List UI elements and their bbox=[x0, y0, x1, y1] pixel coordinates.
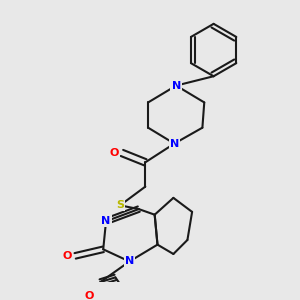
Text: N: N bbox=[125, 256, 134, 266]
Text: O: O bbox=[62, 251, 71, 261]
Text: N: N bbox=[170, 139, 179, 148]
Text: S: S bbox=[116, 200, 124, 210]
Text: N: N bbox=[101, 216, 111, 226]
Text: N: N bbox=[172, 81, 181, 91]
Text: O: O bbox=[110, 148, 119, 158]
Text: O: O bbox=[85, 291, 94, 300]
